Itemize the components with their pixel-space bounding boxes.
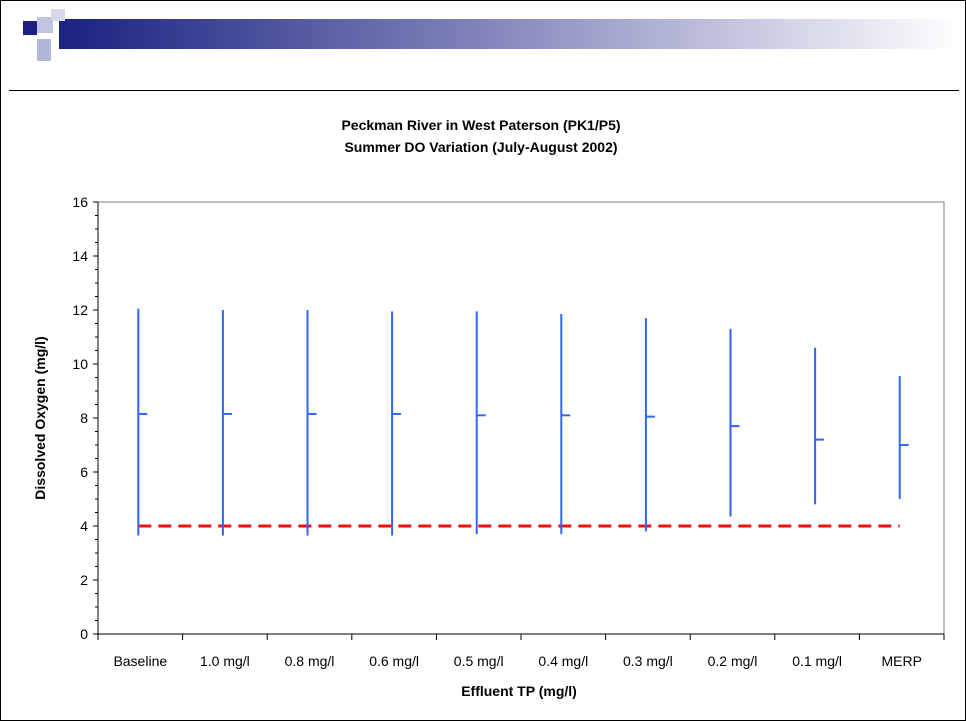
y-tick-label: 4: [80, 518, 88, 534]
y-tick-label: 8: [80, 410, 88, 426]
chart-subtitle: Summer DO Variation (July-August 2002): [344, 139, 617, 155]
header-gradient-band: [59, 19, 959, 49]
x-tick-label: 0.8 mg/l: [285, 653, 335, 669]
y-axis-ticks: 0 2 4 6 8 10 12 14 16: [72, 194, 98, 642]
x-axis-title: Effluent TP (mg/l): [461, 683, 577, 699]
header-divider: [9, 90, 959, 91]
y-tick-label: 16: [72, 194, 88, 210]
x-tick-label: 0.1 mg/l: [792, 653, 842, 669]
x-axis-ticks: Baseline 1.0 mg/l 0.8 mg/l 0.6 mg/l 0.5 mg/l…: [97, 634, 945, 669]
x-tick-label: 1.0 mg/l: [200, 653, 250, 669]
x-tick-label: 0.2 mg/l: [708, 653, 758, 669]
y-tick-label: 0: [80, 626, 88, 642]
y-tick-label: 10: [72, 356, 88, 372]
logo-square-light: [51, 9, 65, 21]
chart-title: Peckman River in West Paterson (PK1/P5): [341, 117, 620, 133]
x-tick-label: 0.5 mg/l: [454, 653, 504, 669]
y-tick-label: 12: [72, 302, 88, 318]
range-series: [137, 308, 909, 536]
logo-square-light: [37, 39, 51, 61]
logo-square-dark: [23, 21, 37, 35]
x-tick-label: MERP: [881, 653, 921, 669]
x-tick-label: 0.6 mg/l: [369, 653, 419, 669]
y-axis-title: Dissolved Oxygen (mg/l): [32, 336, 48, 499]
logo-square-light: [37, 17, 53, 33]
y-tick-label: 14: [72, 248, 88, 264]
x-tick-label: 0.3 mg/l: [623, 653, 673, 669]
x-tick-label: 0.4 mg/l: [538, 653, 588, 669]
plot-area: [97, 201, 945, 635]
x-tick-label: Baseline: [113, 653, 167, 669]
y-tick-label: 2: [80, 572, 88, 588]
y-tick-label: 6: [80, 464, 88, 480]
